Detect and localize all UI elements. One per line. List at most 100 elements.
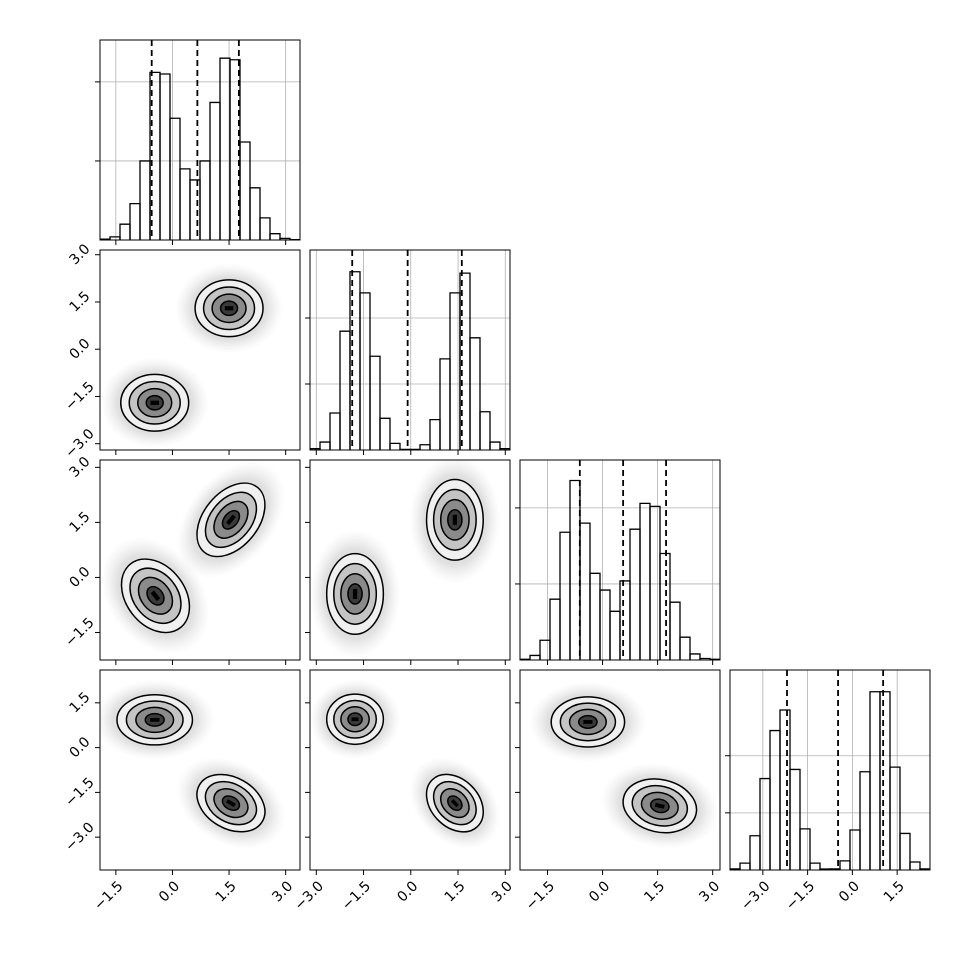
x-tick-label: 0.0: [836, 878, 863, 905]
histogram-bin: [550, 599, 560, 660]
histogram-bin: [450, 293, 460, 450]
x-tick-label: −1.5: [91, 878, 126, 913]
histogram-bin: [170, 118, 180, 240]
histogram-bin: [680, 637, 690, 660]
histogram-bin: [120, 224, 130, 240]
histogram-bin: [840, 861, 850, 870]
histogram-bin: [210, 102, 220, 240]
y-tick-label: −1.5: [62, 775, 97, 810]
y-tick-label: −1.5: [62, 379, 97, 414]
histogram-bin: [240, 142, 250, 240]
density-peak: [150, 401, 158, 405]
histogram-bin: [780, 710, 790, 870]
histogram-bin: [590, 573, 600, 660]
histogram-bin: [890, 767, 900, 870]
histogram-bin: [390, 443, 400, 450]
histogram-bin: [630, 529, 640, 660]
histogram-bin: [440, 359, 450, 450]
histogram-bin: [900, 833, 910, 870]
histogram-bin: [690, 654, 700, 660]
histogram-bin: [330, 413, 340, 450]
panel-area: [94, 680, 301, 868]
y-tick-label: 3.0: [66, 241, 93, 268]
histogram-bin: [870, 692, 880, 870]
histogram-bin: [650, 506, 660, 660]
panel-area: [100, 263, 283, 448]
y-tick-label: −3.0: [62, 819, 97, 854]
panel-area: [79, 440, 308, 675]
x-tick-label: 0.0: [394, 878, 421, 905]
histogram-bin: [860, 772, 870, 870]
histogram-bin: [360, 293, 370, 450]
panel-area: [310, 250, 510, 450]
density-peak: [453, 515, 457, 525]
y-tick-label: 0.0: [66, 336, 93, 363]
y-tick-label: 1.5: [66, 689, 93, 716]
x-tick-label: 3.0: [489, 878, 516, 905]
histogram-bin: [370, 356, 380, 450]
histogram-bin: [850, 830, 860, 870]
histogram-bin: [790, 769, 800, 870]
x-tick-label: −1.5: [523, 878, 558, 913]
x-tick-label: 0.0: [156, 878, 183, 905]
histogram-bin: [610, 611, 620, 660]
histogram-bin: [530, 655, 540, 660]
x-tick-label: 1.5: [442, 878, 469, 905]
histogram-bin: [560, 532, 570, 660]
histogram-bin: [740, 863, 750, 870]
histogram-bin: [770, 731, 780, 870]
x-tick-label: −1.5: [783, 878, 818, 913]
histogram-bin: [140, 161, 150, 240]
density-peak: [353, 589, 357, 599]
histogram-bin: [200, 161, 210, 240]
histogram-bin: [250, 188, 260, 240]
y-tick-label: 0.0: [66, 564, 93, 591]
histogram-bin: [320, 442, 330, 450]
x-tick-label: −1.5: [339, 878, 374, 913]
x-tick-label: −3.0: [738, 878, 773, 913]
histogram-bin: [600, 590, 610, 660]
histogram-bin: [260, 218, 270, 240]
x-tick-label: 1.5: [213, 878, 240, 905]
panel-area: [730, 670, 930, 870]
x-tick-label: −3.0: [292, 878, 327, 913]
histogram-bin: [670, 602, 680, 660]
x-tick-label: 1.5: [881, 878, 908, 905]
histogram-bin: [220, 58, 230, 240]
histogram-bin: [470, 338, 480, 450]
panel-area: [310, 455, 501, 658]
panel-area: [529, 682, 727, 860]
histogram-bin: [640, 503, 650, 660]
histogram-bin: [130, 204, 140, 240]
histogram-bin: [340, 331, 350, 450]
x-tick-label: 0.0: [586, 878, 613, 905]
histogram-bin: [750, 836, 760, 870]
histogram-bin: [810, 863, 820, 870]
density-peak: [351, 717, 358, 721]
histogram-bin: [580, 523, 590, 660]
panel-area: [310, 679, 519, 867]
density-peak: [150, 718, 159, 722]
histogram-bin: [420, 445, 430, 450]
histogram-bin: [660, 554, 670, 660]
y-tick-label: 1.5: [66, 288, 93, 315]
density-peak: [225, 306, 233, 310]
histogram-bin: [380, 418, 390, 450]
histogram-bin: [540, 640, 550, 660]
x-tick-label: 1.5: [641, 878, 668, 905]
histogram-bin: [620, 581, 630, 660]
density-peak: [583, 720, 592, 724]
histogram-bin: [430, 420, 440, 450]
y-tick-label: −1.5: [62, 615, 97, 650]
histogram-bin: [760, 779, 770, 870]
histogram-bin: [490, 442, 500, 450]
histogram-bin: [910, 862, 920, 870]
histogram-bin: [190, 180, 200, 240]
histogram-bin: [570, 481, 580, 660]
y-tick-label: 1.5: [66, 509, 93, 536]
x-tick-label: 3.0: [696, 878, 723, 905]
histogram-bin: [880, 692, 890, 870]
panel-area: [100, 40, 300, 240]
